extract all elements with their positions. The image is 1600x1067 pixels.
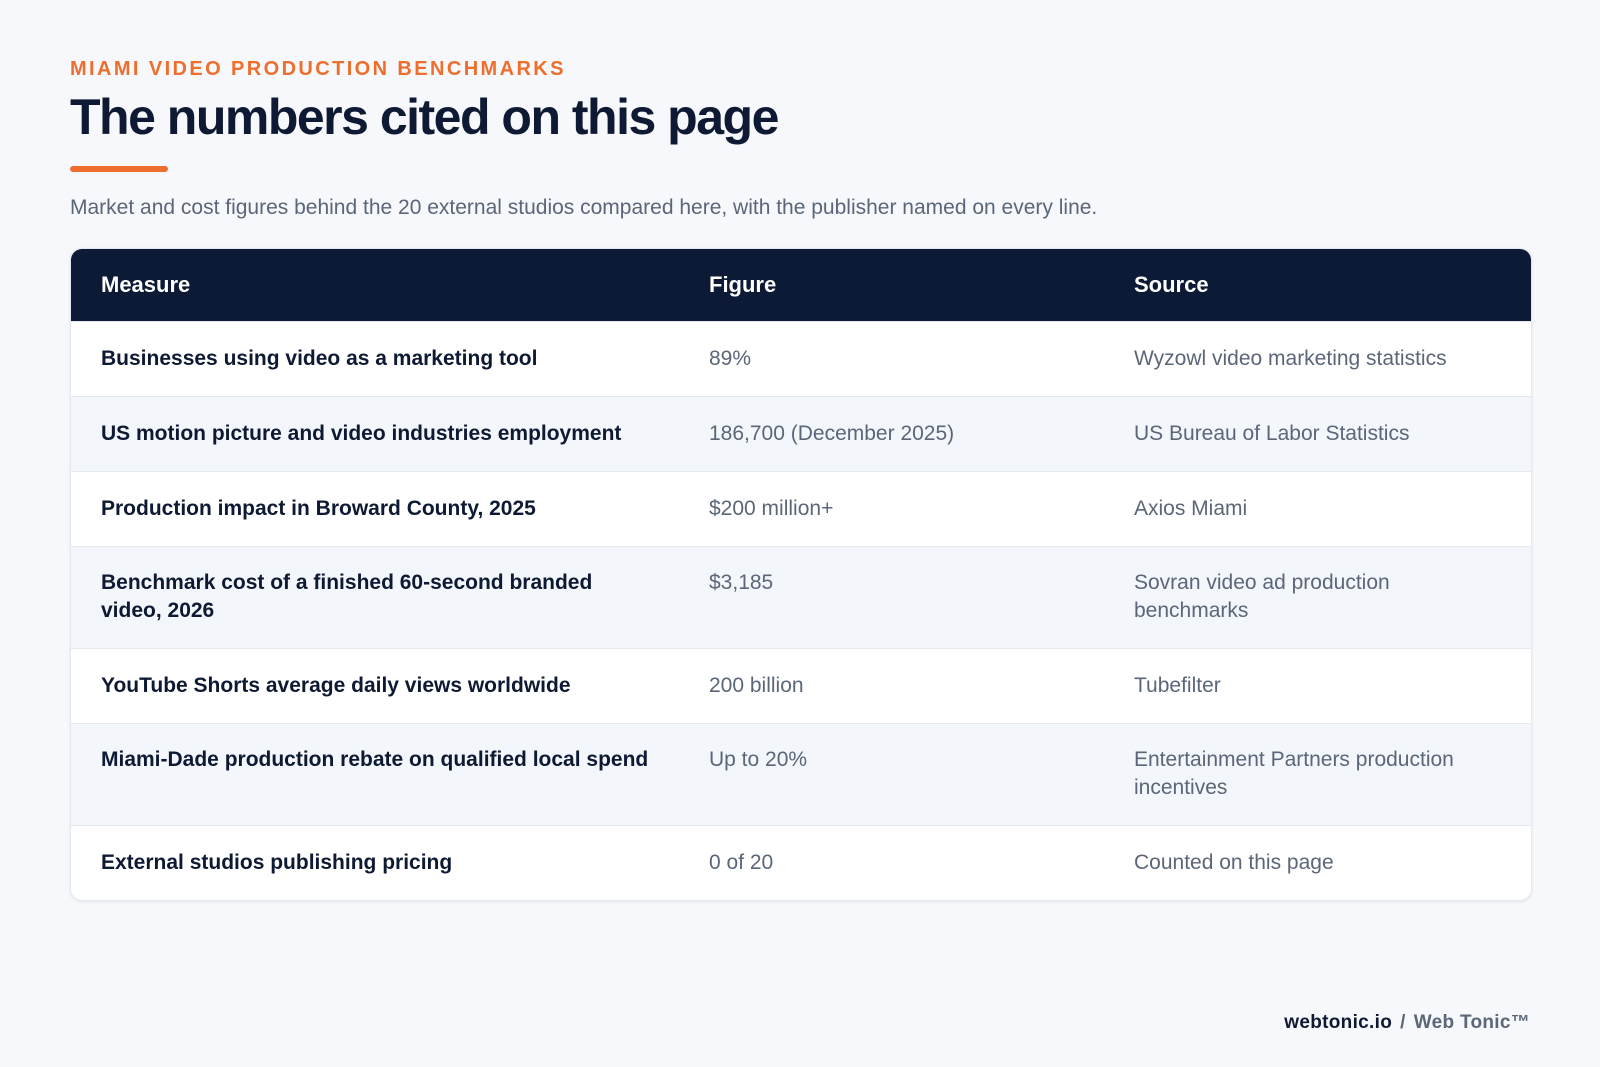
source-cell: Sovran video ad production benchmarks	[1104, 546, 1531, 649]
column-header-measure: Measure	[101, 272, 191, 297]
table-row: External studios publishing pricing 0 of…	[71, 825, 1531, 900]
eyebrow-label: MIAMI VIDEO PRODUCTION BENCHMARKS	[70, 58, 566, 80]
measure-cell: Benchmark cost of a finished 60-second b…	[71, 546, 679, 649]
footer-credit: webtonic.io / Web Tonic™	[1284, 1012, 1530, 1034]
footer-separator: /	[1400, 1012, 1406, 1033]
measure-cell: YouTube Shorts average daily views world…	[71, 648, 679, 724]
table-row: Benchmark cost of a finished 60-second b…	[71, 546, 1531, 649]
figure-cell: 0 of 20	[679, 825, 1104, 900]
figure-cell: 89%	[679, 321, 1104, 397]
table-row: Businesses using video as a marketing to…	[71, 321, 1531, 397]
table-header-row: Measure Figure Source	[71, 249, 1531, 322]
source-cell: Wyzowl video marketing statistics	[1104, 321, 1531, 397]
table-row: Production impact in Broward County, 202…	[71, 471, 1531, 547]
figure-cell: 186,700 (December 2025)	[679, 396, 1104, 472]
source-cell: US Bureau of Labor Statistics	[1104, 396, 1531, 472]
source-cell: Tubefilter	[1104, 648, 1531, 724]
figure-cell: 200 billion	[679, 648, 1104, 724]
figure-cell: Up to 20%	[679, 723, 1104, 826]
page-title: The numbers cited on this page	[70, 89, 779, 145]
footer-brand: Web Tonic™	[1413, 1012, 1530, 1033]
source-cell: Axios Miami	[1104, 471, 1531, 547]
footer-domain-link[interactable]: webtonic.io	[1284, 1012, 1393, 1033]
table-row: YouTube Shorts average daily views world…	[71, 648, 1531, 724]
benchmarks-table-card: Measure Figure Source Businesses using v…	[70, 248, 1532, 901]
page-subtitle: Market and cost figures behind the 20 ex…	[70, 196, 1098, 219]
figure-cell: $3,185	[679, 546, 1104, 649]
figure-cell: $200 million+	[679, 471, 1104, 547]
measure-cell: Miami-Dade production rebate on qualifie…	[71, 723, 679, 826]
measure-cell: US motion picture and video industries e…	[71, 396, 679, 472]
measure-cell: External studios publishing pricing	[71, 825, 679, 900]
source-cell: Counted on this page	[1104, 825, 1531, 900]
column-header-source: Source	[1134, 272, 1209, 297]
benchmarks-table: Measure Figure Source Businesses using v…	[71, 249, 1531, 900]
table-row: US motion picture and video industries e…	[71, 396, 1531, 472]
table-row: Miami-Dade production rebate on qualifie…	[71, 723, 1531, 826]
column-header-figure: Figure	[709, 272, 777, 297]
measure-cell: Businesses using video as a marketing to…	[71, 321, 679, 397]
measure-cell: Production impact in Broward County, 202…	[71, 471, 679, 547]
source-cell: Entertainment Partners production incent…	[1104, 723, 1531, 826]
accent-rule	[70, 166, 168, 172]
